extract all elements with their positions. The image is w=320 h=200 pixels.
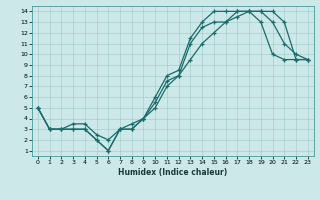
X-axis label: Humidex (Indice chaleur): Humidex (Indice chaleur) (118, 168, 228, 177)
